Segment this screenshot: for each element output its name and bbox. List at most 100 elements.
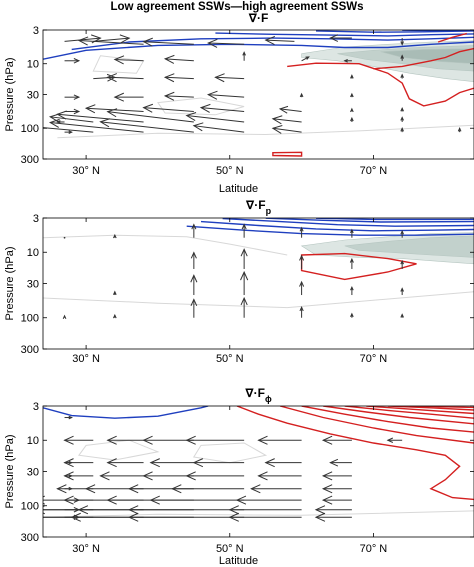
flux-vector — [257, 471, 302, 481]
flux-vector — [400, 54, 404, 61]
flux-vector — [93, 34, 131, 44]
y-tick-label: 3 — [33, 25, 39, 37]
negative-contour — [71, 36, 474, 51]
flux-vector — [242, 51, 246, 61]
flux-vector — [301, 56, 310, 62]
flux-vector — [113, 313, 117, 319]
flux-vector — [127, 512, 245, 522]
flux-vector — [163, 73, 194, 83]
flux-vector — [190, 251, 197, 269]
flux-vector — [321, 435, 352, 445]
flux-vector — [63, 458, 94, 468]
flux-vector — [207, 90, 245, 100]
shading-region — [344, 235, 474, 258]
y-tick-label: 300 — [21, 344, 39, 356]
flux-vector — [106, 108, 194, 123]
y-tick-label: 100 — [21, 501, 39, 513]
negative-contour — [200, 220, 474, 232]
panel-2: ∇·Fp 3 10 30 100 300 30° N 50° N 70° N Pressure (… — [4, 198, 474, 365]
flux-vector — [343, 58, 352, 63]
flux-vector — [264, 35, 295, 45]
flux-vector — [99, 471, 144, 481]
flux-vector — [48, 118, 144, 133]
flux-vector — [214, 73, 245, 83]
flux-vector — [257, 435, 302, 445]
panel-title-sub: p — [266, 206, 272, 216]
flux-vector — [350, 312, 354, 318]
flux-vector — [350, 228, 354, 238]
zero-contour — [57, 124, 474, 139]
x-tick-label: 30° N — [72, 543, 100, 555]
y-axis-label: Pressure (hPa) — [4, 435, 16, 509]
flux-vector — [185, 471, 245, 481]
x-tick-label: 50° N — [216, 165, 244, 177]
flux-vector — [240, 270, 249, 296]
flux-vector — [271, 115, 302, 125]
flux-vector — [113, 233, 117, 239]
flux-vector — [271, 124, 302, 134]
flux-vector — [199, 103, 245, 113]
negative-contour — [215, 32, 474, 37]
flux-vector — [63, 471, 94, 481]
y-tick-label: 10 — [27, 59, 39, 71]
x-axis-label: Latitude — [219, 183, 258, 195]
positive-contour — [236, 406, 474, 501]
negative-contour — [43, 406, 209, 419]
flux-vector — [240, 296, 248, 318]
flux-vector — [278, 105, 302, 114]
y-tick-label: 30 — [27, 467, 39, 479]
flux-vector — [190, 274, 198, 296]
flux-vector — [113, 55, 144, 65]
flux-vector — [64, 108, 81, 115]
flux-vector — [400, 127, 404, 133]
panel-1: ∇·F 3 10 30 100 300 30° N 50° N 70° N Pressure (h… — [4, 11, 474, 195]
y-tick-label: 10 — [27, 435, 39, 447]
flux-vector — [64, 415, 73, 420]
flux-vector — [142, 37, 194, 47]
positive-contour — [373, 47, 474, 70]
x-axis-label: Latitude — [219, 555, 258, 567]
flux-vector — [64, 94, 81, 100]
flux-vector — [149, 495, 245, 505]
y-tick-label: 100 — [21, 313, 39, 325]
flux-vector — [386, 437, 403, 443]
flux-vector — [99, 118, 194, 133]
plot-area — [43, 30, 474, 157]
flux-vector — [163, 91, 194, 101]
positive-contour — [287, 62, 474, 107]
flux-vector — [228, 505, 302, 515]
flux-vector — [350, 285, 354, 296]
flux-vector — [113, 290, 117, 296]
panel-title-main: ∇·F — [249, 11, 269, 25]
positive-contour — [272, 151, 303, 157]
flux-vector — [400, 107, 404, 112]
y-tick-label: 10 — [27, 247, 39, 259]
plot-area — [43, 218, 474, 319]
flux-vector — [400, 287, 404, 296]
flux-vector — [329, 458, 352, 467]
flux-vector — [185, 435, 245, 445]
negative-contour — [43, 41, 474, 60]
flux-vector — [149, 458, 194, 468]
flux-vector — [299, 306, 304, 318]
flux-vector — [321, 495, 352, 505]
panel-title: ∇·Fp — [246, 198, 272, 216]
panel-title: ∇·Fϕ — [245, 386, 272, 404]
flux-vector — [228, 512, 302, 522]
flux-vector — [192, 122, 245, 133]
flux-vector — [350, 92, 354, 98]
panel-title-main: ∇·F — [245, 386, 265, 400]
flux-vector — [192, 458, 245, 468]
x-tick-label: 30° N — [72, 353, 100, 365]
flux-vector — [350, 74, 354, 79]
y-tick-label: 30 — [27, 90, 39, 102]
flux-vector — [43, 127, 94, 133]
flux-vector — [321, 471, 352, 481]
y-tick-label: 30 — [27, 279, 39, 291]
zero-contour — [157, 97, 245, 116]
panel-title: ∇·F — [249, 11, 269, 25]
flux-vector — [64, 58, 81, 64]
flux-vector — [64, 130, 73, 134]
panel-title-sub: ϕ — [265, 394, 272, 404]
x-tick-label: 70° N — [360, 543, 388, 555]
